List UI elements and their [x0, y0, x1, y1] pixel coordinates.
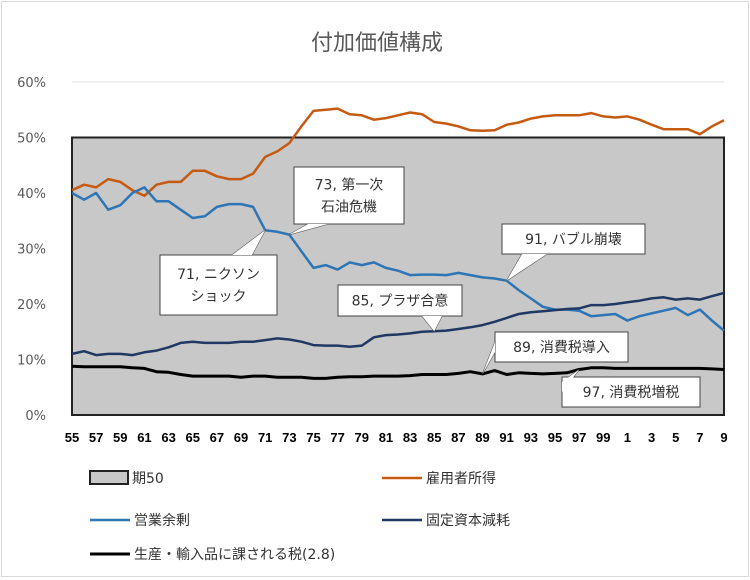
x-tick-label: 99 [596, 430, 610, 445]
x-tick-label: 87 [451, 430, 465, 445]
chart-title: 付加価値構成 [311, 31, 443, 56]
legend-swatch [90, 471, 128, 484]
x-tick-label: 95 [548, 430, 562, 445]
x-tick-label: 93 [524, 430, 538, 445]
x-tick-label: 63 [161, 430, 175, 445]
x-tick-label: 5 [672, 430, 679, 445]
y-tick-label: 30% [17, 243, 46, 258]
legend-item-band: 期50 [90, 471, 164, 487]
x-tick-label: 69 [234, 430, 248, 445]
legend-item: 固定資本減耗 [382, 512, 510, 529]
x-tick-label: 59 [113, 430, 127, 445]
callout-text: 石油危機 [321, 200, 377, 216]
x-tick-label: 83 [403, 430, 417, 445]
x-tick-label: 85 [427, 430, 441, 445]
x-tick-label: 7 [696, 430, 703, 445]
x-tick-label: 65 [186, 430, 200, 445]
x-tick-label: 73 [282, 430, 296, 445]
callout-text: 73, 第一次 [315, 177, 384, 194]
x-tick-label: 97 [572, 430, 586, 445]
x-tick-label: 91 [499, 430, 513, 445]
y-tick-label: 20% [17, 298, 46, 313]
x-tick-label: 77 [330, 430, 344, 445]
callout-box [160, 255, 277, 315]
legend-item: 雇用者所得 [382, 470, 496, 487]
x-tick-label: 61 [137, 430, 151, 445]
x-tick-label: 75 [306, 430, 320, 445]
x-tick-label: 79 [355, 430, 369, 445]
y-tick-label: 60% [17, 76, 46, 91]
callout-text: 97, 消費税増税 [583, 385, 680, 401]
y-tick-label: 0% [25, 409, 46, 424]
legend-label: 雇用者所得 [426, 470, 496, 487]
legend-item: 営業余剰 [90, 512, 190, 529]
x-tick-label: 89 [475, 430, 489, 445]
callout-text: 89, 消費税導入 [513, 340, 610, 356]
x-tick-label: 67 [210, 430, 224, 445]
legend-label: 生産・輸入品に課される税(2.8) [134, 547, 335, 563]
x-tick-label: 71 [258, 430, 272, 445]
callout-text: 71, ニクソン [177, 267, 260, 283]
y-tick-label: 40% [17, 187, 46, 202]
legend-item: 生産・輸入品に課される税(2.8) [90, 547, 335, 563]
legend-label: 期50 [132, 471, 164, 487]
legend-label: 固定資本減耗 [426, 512, 510, 529]
x-tick-label: 57 [89, 430, 103, 445]
x-tick-label: 81 [379, 430, 393, 445]
legend-label: 営業余剰 [134, 512, 190, 529]
callout-text: ショック [191, 289, 247, 305]
x-tick-label: 55 [65, 430, 79, 445]
callout-text: 91, バブル崩壊 [525, 231, 622, 248]
x-tick-label: 9 [720, 430, 727, 445]
x-tick-label: 3 [648, 430, 655, 445]
callout-text: 85, プラザ合意 [352, 293, 449, 310]
y-tick-label: 50% [17, 132, 46, 147]
y-tick-label: 10% [17, 354, 46, 369]
x-tick-label: 1 [624, 430, 631, 445]
